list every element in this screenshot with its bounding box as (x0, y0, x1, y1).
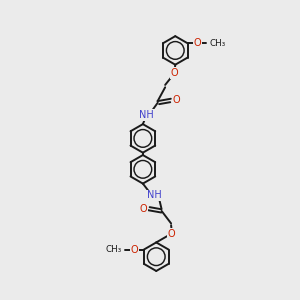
Text: NH: NH (147, 190, 161, 200)
Text: O: O (171, 68, 178, 78)
Text: O: O (193, 38, 201, 48)
Text: CH₃: CH₃ (210, 39, 226, 48)
Text: O: O (130, 244, 138, 255)
Text: O: O (172, 95, 180, 105)
Text: NH: NH (139, 110, 154, 120)
Text: O: O (140, 204, 147, 214)
Text: O: O (168, 229, 176, 238)
Text: CH₃: CH₃ (106, 245, 122, 254)
